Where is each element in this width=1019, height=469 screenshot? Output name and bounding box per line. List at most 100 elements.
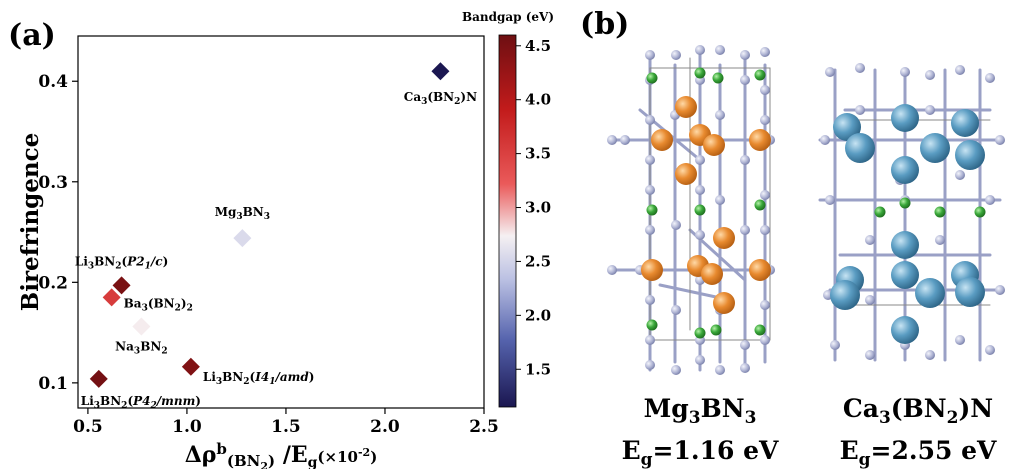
point-label-part: 3	[142, 303, 148, 313]
nitrogen-atom	[715, 45, 725, 55]
structure-atoms	[820, 63, 1005, 360]
point-label-part: Na	[115, 340, 134, 354]
x-ticks: 0.5 1.0 1.5 2.0 2.5	[73, 408, 499, 437]
nitrogen-atom	[955, 65, 965, 75]
nitrogen-atom	[760, 47, 770, 57]
point-label-part: Ba	[124, 296, 142, 310]
point-label-part: (	[250, 370, 256, 384]
name-part: )N	[958, 394, 993, 423]
point-label-part: Li	[75, 254, 88, 268]
point-label-part: 3	[134, 347, 140, 357]
nitrogen-atom	[830, 340, 840, 350]
colorbar-tick-label: 2.0	[525, 306, 551, 324]
boron-atom	[712, 72, 724, 84]
boron-atom	[646, 72, 658, 84]
eg-part: =2.55 eV	[871, 436, 997, 465]
nitrogen-atom	[645, 360, 655, 370]
x-tick-label: 1.0	[172, 417, 202, 437]
point-label-part: 1	[269, 377, 275, 387]
nitrogen-atom	[925, 70, 935, 80]
point-label-part: )N	[460, 90, 477, 104]
point-label-part: (	[127, 394, 133, 408]
nitrogen-atom	[645, 50, 655, 60]
metal-atom	[891, 104, 919, 132]
metal-atom	[703, 134, 725, 156]
point-label-part: 3	[94, 401, 100, 411]
colorbar	[498, 34, 517, 408]
point-label-part: 2	[243, 377, 249, 387]
metal-atom	[641, 259, 663, 281]
x-tick-label: 2.5	[469, 417, 499, 437]
point-label-part: 3	[236, 212, 242, 222]
point-label-part: BN	[222, 370, 243, 384]
nitrogen-atom	[855, 63, 865, 73]
nitrogen-atom	[671, 220, 681, 230]
point-label-part: BN	[243, 205, 264, 219]
x-label-part: b	[216, 440, 227, 458]
point-label-part: P4	[132, 394, 150, 408]
nitrogen-atom	[760, 335, 770, 345]
colorbar-tick-label: 1.5	[525, 360, 551, 378]
colorbar-tick-label: 4.5	[525, 37, 551, 55]
metal-atom	[749, 129, 771, 151]
x-label-part: (×10	[317, 448, 358, 466]
x-tick-label: 0.5	[73, 417, 103, 437]
point-label-part: /mnm	[156, 394, 196, 408]
scatter-point	[132, 317, 151, 336]
boron-atom	[754, 69, 766, 81]
boron-atom	[694, 327, 706, 339]
point-label-part: P	[126, 254, 137, 268]
data-points	[89, 62, 450, 388]
nitrogen-atom	[925, 105, 935, 115]
point-label-part: )	[309, 370, 315, 384]
point-label: Li3BN2(P42/mnm)	[81, 394, 201, 411]
point-label-part: 2	[121, 401, 127, 411]
colorbar-ticks: 1.5 2.0 2.5 3.0 3.5 4.0 4.5	[516, 37, 551, 378]
panel-b-label: (b)	[580, 7, 629, 42]
nitrogen-atom	[740, 155, 750, 165]
nitrogen-atom	[740, 363, 750, 373]
metal-atom	[830, 280, 860, 310]
y-tick-label: 0.1	[38, 374, 68, 394]
point-label-part: BN	[140, 340, 161, 354]
metal-atom	[891, 156, 919, 184]
y-ticks: 0.1 0.2 0.3 0.4	[38, 72, 78, 394]
x-label-part: g	[308, 455, 318, 469]
name-part: 2	[947, 408, 959, 428]
point-label-part: 2	[150, 401, 157, 411]
y-tick-label: 0.3	[38, 173, 68, 193]
nitrogen-atom	[955, 335, 965, 345]
boron-atom	[974, 206, 986, 218]
y-tick-label: 0.4	[38, 72, 68, 92]
colorbar-tick-label: 4.0	[525, 91, 551, 109]
boron-atom	[694, 204, 706, 216]
nitrogen-atom	[995, 285, 1005, 295]
point-label-part: I	[254, 370, 261, 384]
nitrogen-atom	[671, 50, 681, 60]
nitrogen-atom	[985, 195, 995, 205]
boron-atom	[646, 204, 658, 216]
point-label: Li3BN2(I41/amd)	[203, 370, 315, 387]
metal-atom	[891, 316, 919, 344]
name-part: (BN	[891, 394, 947, 423]
metal-atom	[951, 109, 979, 137]
point-label-part: 2	[161, 347, 167, 357]
scatter-point	[181, 357, 200, 376]
point-label-part: 3	[264, 212, 270, 222]
point-label-part: 3	[88, 261, 94, 271]
y-axis-label: Birefringence	[17, 133, 44, 311]
x-tick-label: 2.0	[370, 417, 400, 437]
x-label-part: /E	[275, 442, 307, 468]
plot-axes	[77, 35, 485, 409]
nitrogen-atom	[865, 295, 875, 305]
point-label-part: BN	[100, 394, 121, 408]
structure-name-ca3bn2n: Ca3(BN2)N	[843, 394, 993, 428]
x-label-part: )	[268, 452, 275, 469]
boron-atom	[710, 324, 722, 336]
nitrogen-atom	[865, 350, 875, 360]
nitrogen-atom	[695, 355, 705, 365]
nitrogen-atom	[645, 185, 655, 195]
nitrogen-atom	[671, 365, 681, 375]
colorbar-tick-label: 3.5	[525, 145, 551, 163]
colorbar-tick-label: 2.5	[525, 252, 551, 270]
